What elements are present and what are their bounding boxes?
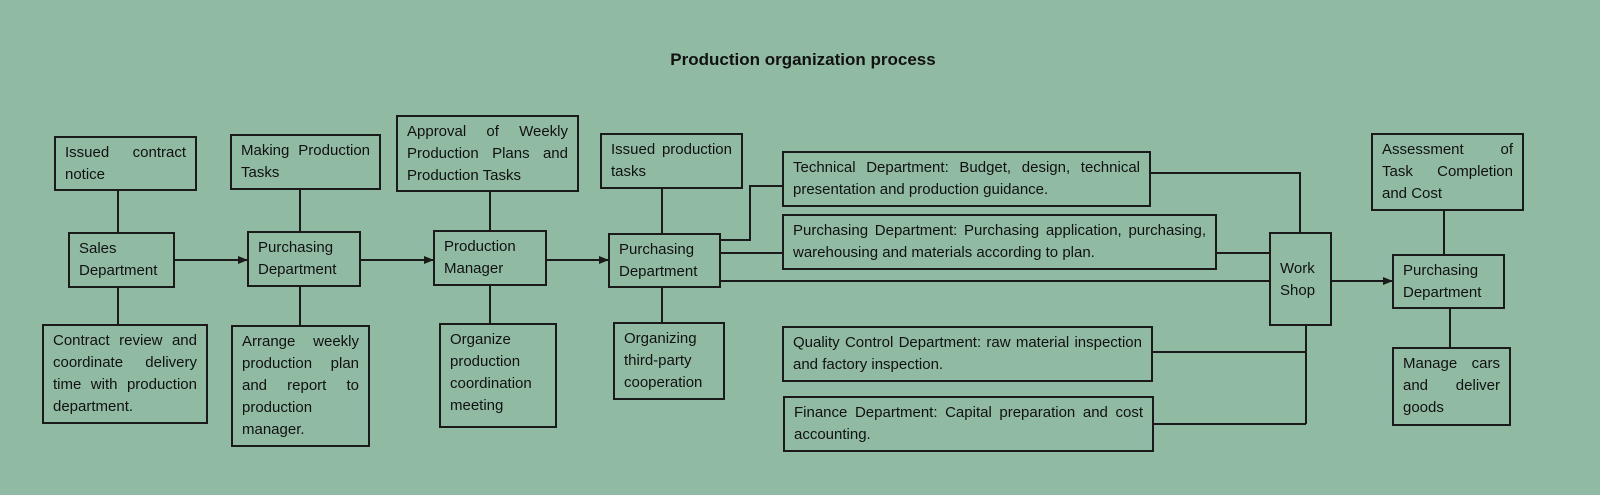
third-party-box: Organizing third-party cooperation xyxy=(613,322,725,400)
diagram-title: Production organization process xyxy=(670,50,936,69)
making-tasks-box: Making Production Tasks xyxy=(230,134,381,190)
purchasing-department-box-2: Purchasing Department xyxy=(608,233,721,288)
quality-control-box: Quality Control Department: raw material… xyxy=(782,326,1153,382)
purchasing-department-box-1: Purchasing Department xyxy=(247,231,361,287)
assessment-box: Assessment of Task Completion and Cost xyxy=(1371,133,1524,211)
purchasing-department-detail-box: Purchasing Department: Purchasing applic… xyxy=(782,214,1217,270)
finance-department-box: Finance Department: Capital preparation … xyxy=(783,396,1154,452)
production-manager-box: Production Manager xyxy=(433,230,547,286)
organize-meeting-box: Organize production coordination meeting xyxy=(439,323,557,428)
connector xyxy=(1150,172,1301,232)
technical-department-box: Technical Department: Budget, design, te… xyxy=(782,151,1151,207)
approval-box: Approval of Weekly Production Plans and … xyxy=(396,115,579,192)
sales-department-box: Sales Department xyxy=(68,232,175,288)
workshop-box: Work Shop xyxy=(1269,232,1332,326)
purchasing-department-box-3: Purchasing Department xyxy=(1392,254,1505,309)
issued-production-tasks-box: Issued production tasks xyxy=(600,133,743,189)
contract-review-box: Contract review and coordinate delivery … xyxy=(42,324,208,424)
manage-cars-box: Manage cars and deliver goods xyxy=(1392,347,1511,426)
connector xyxy=(720,185,782,241)
issued-contract-box: Issued contract notice xyxy=(54,136,197,191)
arrange-plan-box: Arrange weekly production plan and repor… xyxy=(231,325,370,447)
